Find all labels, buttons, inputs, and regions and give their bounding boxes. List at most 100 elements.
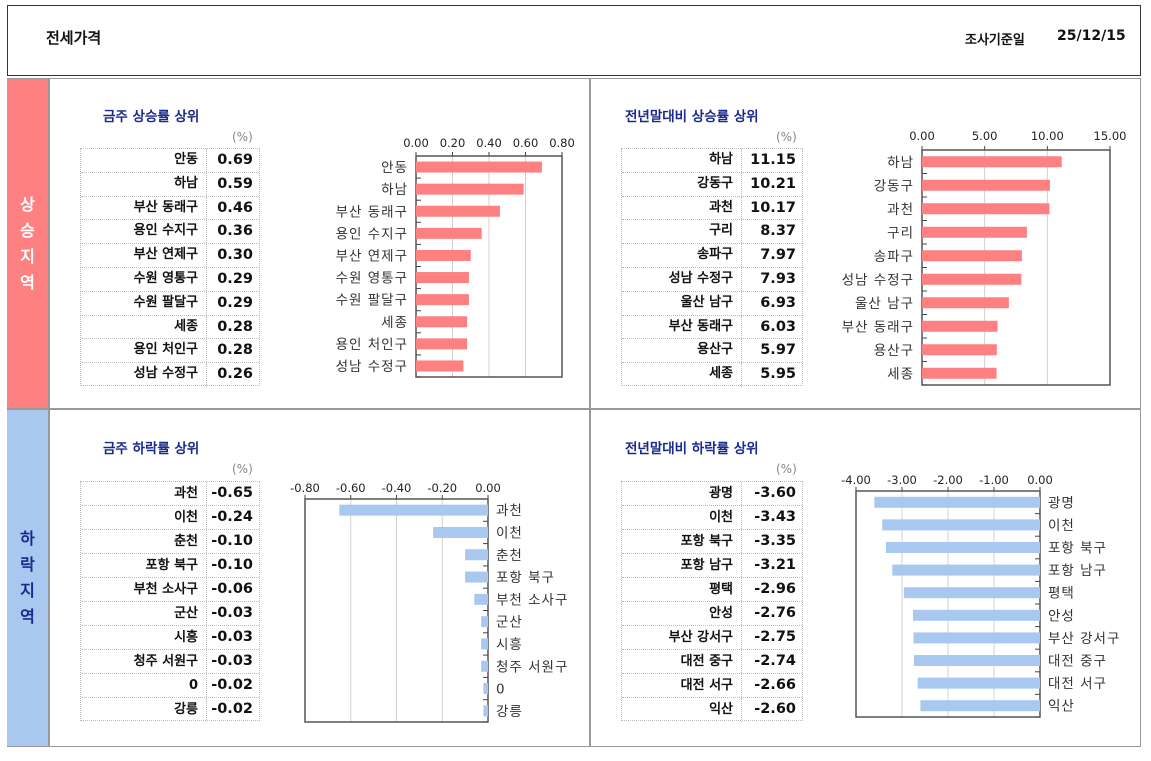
region-name: 용인 처인구	[81, 339, 207, 363]
region-name: 평택	[622, 578, 742, 601]
table-row: 부산 연제구 0.30	[81, 244, 259, 268]
region-name: 세종	[81, 315, 207, 339]
rate-value: -0.10	[211, 533, 253, 549]
table-row: 시흥 -0.03	[81, 626, 259, 650]
region-name: 용산구	[622, 339, 742, 363]
table-row: 청주 서원구 -0.03	[81, 650, 259, 674]
side-char: 상	[20, 195, 35, 214]
table-row: 이천 -0.24	[81, 506, 259, 530]
rate-value: -0.10	[211, 557, 253, 573]
table-row: 안성 -2.76	[622, 602, 802, 626]
region-name: 대전 서구	[622, 674, 742, 697]
rate-value: -2.74	[754, 653, 796, 669]
panel-title: 전년말대비 상승률 상위	[625, 109, 759, 125]
region-name: 세종	[622, 363, 742, 387]
rate-value: -0.03	[211, 629, 253, 645]
region-name: 용인 수지구	[81, 220, 207, 244]
rate-value: -2.96	[754, 581, 796, 597]
fall-region-label: 하 락 지 역	[7, 410, 48, 746]
rise-region-label: 상 승 지 역	[7, 79, 48, 409]
ranking-table: 하남 11.15 강동구 10.21 과천 10.17 구리 8.37 송파구 7.97 성남 수정…	[621, 148, 803, 387]
region-name: 익산	[622, 698, 742, 722]
rate-value: 0.29	[217, 270, 253, 287]
panel-title: 금주 하락률 상위	[103, 441, 200, 457]
rate-value: 5.95	[760, 366, 796, 383]
region-name: 성남 수정구	[81, 363, 207, 387]
region-name: 부산 동래구	[81, 196, 207, 220]
rate-value: 0.29	[217, 294, 253, 311]
table-row: 수원 영통구 0.29	[81, 267, 259, 292]
region-name: 송파구	[622, 244, 742, 267]
page-title: 전세가격	[46, 29, 102, 47]
table-row: 평택 -2.96	[622, 578, 802, 602]
region-name: 대전 중구	[622, 650, 742, 673]
region-name: 안성	[622, 602, 742, 625]
table-row: 과천 -0.65	[81, 482, 259, 506]
rate-value: 0.36	[217, 223, 253, 240]
table-row: 이천 -3.43	[622, 506, 802, 530]
table-row: 용산구 5.97	[622, 339, 802, 364]
region-name: 부천 소사구	[81, 578, 207, 601]
side-char: 역	[20, 607, 35, 626]
rate-value: -0.03	[211, 605, 253, 621]
rate-value: 5.97	[760, 342, 796, 359]
ranking-table: 안동 0.69 하남 0.59 부산 동래구 0.46 용인 수지구 0.36 부산 연제구 0.…	[80, 148, 260, 387]
table-row: 춘천 -0.10	[81, 530, 259, 554]
region-name: 수원 영통구	[81, 267, 207, 291]
unit-label: (%)	[232, 130, 253, 144]
rate-value: 0.46	[217, 199, 253, 216]
table-row: 울산 남구 6.93	[622, 291, 802, 316]
rate-value: -3.43	[754, 509, 796, 525]
table-row: 포항 북구 -3.35	[622, 530, 802, 554]
region-name: 군산	[81, 602, 207, 625]
table-row: 용인 수지구 0.36	[81, 220, 259, 245]
table-row: 강동구 10.21	[622, 172, 802, 197]
side-char: 승	[20, 221, 35, 240]
rate-value: 0.59	[217, 175, 253, 192]
rate-value: 7.97	[760, 247, 796, 264]
table-row: 하남 0.59	[81, 172, 259, 197]
table-row: 부산 강서구 -2.75	[622, 626, 802, 650]
table-row: 포항 남구 -3.21	[622, 554, 802, 578]
table-row: 0 -0.02	[81, 674, 259, 698]
rate-value: 6.03	[760, 318, 796, 335]
region-name: 청주 서원구	[81, 650, 207, 673]
region-name: 울산 남구	[622, 291, 742, 315]
table-row: 세종 0.28	[81, 315, 259, 340]
panel-title: 금주 상승률 상위	[103, 109, 200, 125]
ranking-table: 과천 -0.65 이천 -0.24 춘천 -0.10 포항 북구 -0.10 부천 소사구 -0.…	[80, 481, 260, 722]
rate-value: 0.69	[217, 152, 253, 168]
rate-value: -3.35	[754, 533, 796, 549]
rate-value: 6.93	[760, 294, 796, 311]
table-row: 부산 동래구 0.46	[81, 196, 259, 221]
rate-value: -3.60	[754, 485, 796, 501]
region-name: 과천	[81, 482, 207, 505]
region-name: 부산 연제구	[81, 244, 207, 267]
region-name: 강릉	[81, 698, 207, 722]
rate-value: 10.21	[750, 175, 796, 192]
rate-value: 0.26	[217, 366, 253, 383]
panel-title: 전년말대비 하락률 상위	[625, 441, 759, 457]
divider	[589, 79, 591, 746]
side-char: 하	[20, 529, 35, 548]
side-char: 지	[20, 581, 35, 600]
survey-date-label: 조사기준일	[965, 33, 1025, 48]
table-row: 광명 -3.60	[622, 482, 802, 506]
table-row: 송파구 7.97	[622, 244, 802, 268]
unit-label: (%)	[776, 130, 797, 144]
region-name: 하남	[81, 172, 207, 196]
unit-label: (%)	[776, 462, 797, 476]
unit-label: (%)	[232, 462, 253, 476]
region-name: 0	[81, 674, 207, 697]
region-name: 광명	[622, 482, 742, 505]
rate-value: -2.66	[754, 677, 796, 693]
rate-value: 11.15	[750, 152, 796, 168]
rate-value: -0.02	[211, 701, 253, 717]
rate-value: -2.76	[754, 605, 796, 621]
table-row: 부천 소사구 -0.06	[81, 578, 259, 602]
table-row: 익산 -2.60	[622, 698, 802, 722]
region-name: 춘천	[81, 530, 207, 553]
rate-value: -0.02	[211, 677, 253, 693]
table-row: 하남 11.15	[622, 149, 802, 173]
divider	[7, 408, 1141, 410]
